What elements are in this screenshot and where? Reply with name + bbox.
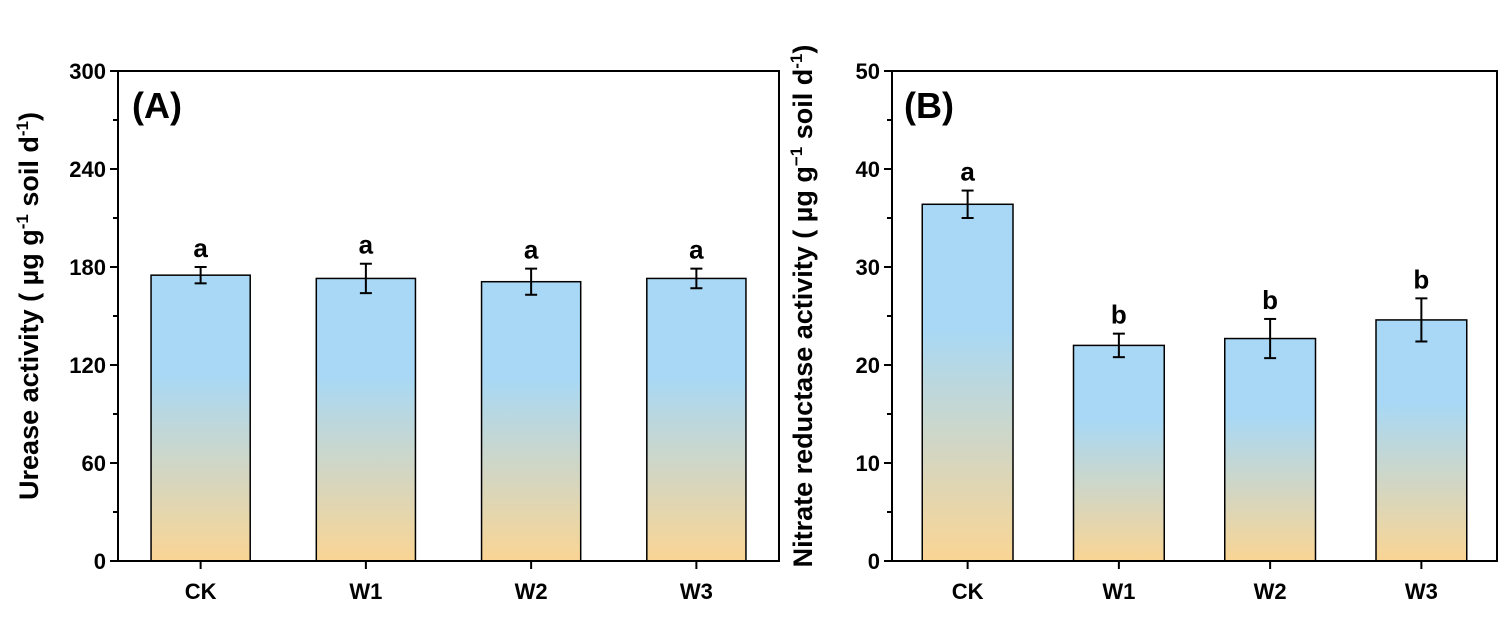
panel-a: a a a a 0 60 120 180 240 300 CK W1 W2 W3 (A) Urease…: [13, 59, 780, 604]
error-bar-w2: [525, 267, 538, 296]
significance-label: a: [960, 157, 975, 187]
bars: [150, 274, 747, 562]
y-tick-label: 0: [94, 549, 106, 574]
y-axis-label: Urease activity ( µg g-1 soil d-1): [13, 112, 44, 500]
bars: [921, 203, 1468, 562]
y-axis-label: Nitrate reductase activity ( µg g−1 soil…: [787, 45, 818, 568]
x-tick-label: W1: [1102, 579, 1135, 604]
y-tick-label: 240: [69, 157, 106, 182]
significance-label: a: [524, 235, 539, 265]
x-axis-ticks: CK W1 W2 W3: [952, 561, 1438, 604]
error-bar-ck: [961, 189, 974, 219]
x-tick-label: CK: [952, 579, 984, 604]
y-tick-label: 120: [69, 353, 106, 378]
y-tick-label: 20: [856, 353, 880, 378]
significance-label: a: [193, 233, 208, 263]
error-bar-w3: [690, 267, 703, 290]
significance-labels: a b b b: [960, 157, 1429, 330]
x-tick-label: W1: [349, 579, 382, 604]
significance-label: a: [689, 235, 704, 265]
x-tick-label: W2: [515, 579, 548, 604]
x-tick-label: CK: [185, 579, 217, 604]
y-axis-ticks: 0 10 20 30 40 50: [856, 59, 892, 574]
x-tick-label: W3: [1405, 579, 1438, 604]
error-bars: [961, 189, 1428, 360]
bar-w3: [1375, 319, 1468, 562]
significance-label: b: [1413, 264, 1429, 294]
bar-w2: [1224, 337, 1317, 562]
x-tick-label: W2: [1254, 579, 1287, 604]
error-bar-w2: [1264, 317, 1277, 360]
error-bar-ck: [194, 266, 207, 285]
y-tick-label: 10: [856, 451, 880, 476]
panel-b: a b b b 0 10 20 30 40 50 CK W1 W2 W3 (B) Nitrate re…: [787, 45, 1498, 604]
bar-w2: [480, 280, 582, 562]
significance-label: a: [359, 230, 374, 260]
y-axis-ticks: 0 60 120 180 240 300: [69, 59, 118, 574]
error-bar-w3: [1415, 297, 1428, 343]
error-bar-w1: [359, 262, 372, 295]
y-tick-label: 300: [69, 59, 106, 84]
y-tick-label: 30: [856, 255, 880, 280]
panel-label: (A): [132, 85, 182, 126]
bar-w1: [315, 277, 417, 562]
x-tick-label: W3: [680, 579, 713, 604]
y-tick-label: 0: [868, 549, 880, 574]
significance-label: b: [1262, 285, 1278, 315]
x-axis-ticks: CK W1 W2 W3: [185, 561, 713, 604]
y-tick-label: 40: [856, 157, 880, 182]
y-tick-label: 180: [69, 255, 106, 280]
bar-ck: [150, 274, 251, 562]
error-bars: [194, 262, 703, 296]
y-tick-label: 50: [856, 59, 880, 84]
bar-w1: [1072, 344, 1165, 562]
bar-w3: [646, 277, 747, 562]
y-tick-label: 60: [82, 451, 106, 476]
panel-label: (B): [904, 85, 954, 126]
bar-ck: [921, 203, 1014, 562]
significance-label: b: [1111, 300, 1127, 330]
error-bar-w1: [1112, 332, 1125, 359]
